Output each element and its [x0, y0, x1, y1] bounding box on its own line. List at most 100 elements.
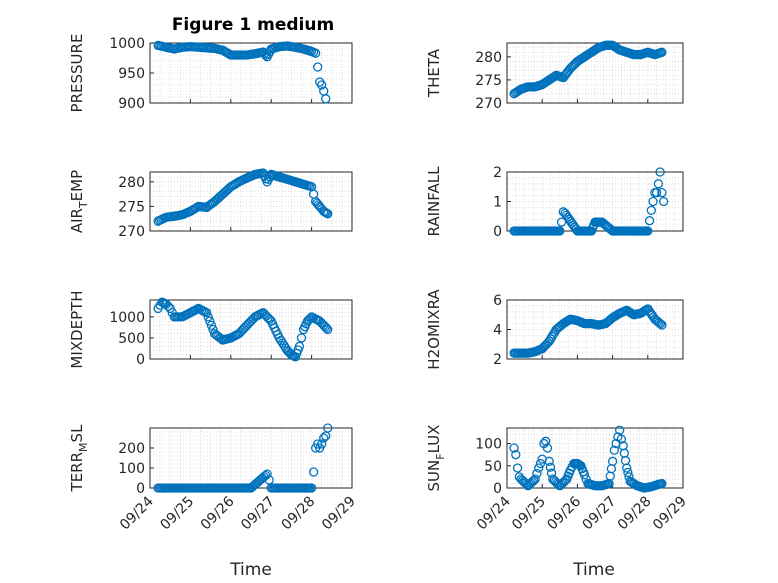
data-point: [274, 333, 284, 343]
data-point: [323, 324, 333, 335]
y-tick-label: 275: [118, 199, 145, 215]
data-point: [165, 303, 175, 314]
data-point: [579, 470, 590, 480]
panel-3: 270 275 280 AIRTEMP: [68, 168, 353, 240]
y-tick-label: 900: [118, 96, 145, 112]
data-point: [623, 467, 633, 478]
y-label-main: MIXDEPTH: [68, 290, 86, 368]
y-label-tail: SL: [68, 424, 86, 443]
data-point: [607, 456, 618, 466]
x-tick-label: 09/27: [238, 494, 278, 534]
data-point: [321, 94, 331, 104]
data-point: [512, 463, 523, 473]
data-point: [643, 226, 653, 236]
y-axis-label: AIRTEMP: [68, 170, 90, 233]
x-tick-label: 09/29: [650, 494, 690, 534]
data-point: [544, 456, 554, 466]
data-point: [264, 314, 275, 325]
data-point: [294, 341, 305, 352]
x-tick-label: 09/28: [615, 494, 655, 534]
y-tick-label: 950: [118, 66, 145, 82]
y-tick-label: 50: [484, 459, 502, 475]
x-tick-label: 09/24: [474, 493, 514, 533]
data-point: [321, 323, 332, 333]
data-point: [277, 338, 288, 348]
y-tick-label: 0: [136, 352, 145, 368]
x-tick-label: 09/25: [509, 494, 549, 534]
y-tick-label: 275: [475, 73, 502, 89]
data-point: [614, 425, 625, 435]
data-point: [317, 80, 327, 90]
y-tick-label: 270: [475, 96, 502, 112]
data-point: [620, 455, 631, 466]
data-point: [657, 478, 667, 489]
data-point: [203, 312, 213, 322]
data-point: [323, 423, 333, 433]
y-axis-label: H2OMIXRA: [425, 289, 443, 370]
y-tick-label: 280: [118, 175, 145, 191]
y-tick-label: 0: [136, 481, 145, 497]
panel-1: 900 950 1000 PRESSURE: [68, 34, 353, 113]
data-point: [655, 319, 666, 329]
x-tick-label: 09/24: [117, 493, 157, 533]
x-axis-label-right: Time: [572, 560, 615, 580]
x-tick-label: 09/25: [157, 494, 197, 534]
data-point: [622, 463, 632, 473]
y-tick-label: 2: [493, 352, 502, 368]
data-point: [653, 179, 664, 189]
data-point: [619, 448, 629, 458]
data-point: [581, 474, 591, 484]
data-point: [651, 187, 662, 198]
data-point: [321, 431, 331, 441]
data-point: [616, 434, 627, 444]
x-tick-label: 09/29: [319, 494, 359, 534]
y-tick-label: 100: [475, 437, 502, 453]
y-axis-label: SUNFLUX: [425, 425, 447, 492]
axes-frame: [149, 299, 353, 360]
data-point: [655, 167, 665, 177]
data-point: [535, 458, 546, 469]
y-label-main: RAINFALL: [425, 166, 443, 237]
data-point: [644, 216, 655, 226]
y-tick-label: 0: [493, 224, 502, 240]
y-label-main: THETA: [425, 48, 443, 98]
data-point: [556, 217, 567, 227]
panel-7: 0 100 200 09/24 09/25 09/26 09/27 09/28 09/29 TER…: [68, 423, 359, 534]
axes-frame: [506, 42, 684, 104]
y-label-tail: LUX: [425, 425, 443, 454]
y-label-main: PRESSURE: [68, 34, 86, 113]
y-axis-label: PRESSURE: [68, 34, 86, 113]
x-axis-label-left: Time: [229, 560, 272, 580]
data-point: [530, 474, 540, 484]
data-point: [648, 196, 658, 207]
y-label-main: SUN: [425, 460, 443, 492]
data-point: [553, 479, 564, 490]
data-point: [545, 334, 556, 344]
y-label-subscript: M: [77, 442, 90, 452]
data-point: [658, 196, 669, 207]
data-point: [646, 205, 656, 216]
x-tick-label: 09/26: [198, 493, 238, 533]
data-point: [657, 187, 667, 198]
data-point: [206, 320, 217, 330]
data-point: [605, 471, 615, 481]
y-tick-label: 1000: [109, 36, 145, 52]
data-point: [313, 62, 323, 72]
panel-5: 0 500 1000 MIXDEPTH: [68, 290, 353, 369]
data-point: [657, 47, 667, 57]
y-tick-label: 280: [475, 50, 502, 66]
data-point: [205, 316, 215, 326]
x-tick-label: 09/28: [279, 494, 319, 534]
y-axis-label: RAINFALL: [425, 166, 443, 237]
y-label-main: TERR: [68, 452, 86, 493]
y-tick-label: 270: [118, 224, 145, 240]
data-point: [319, 433, 329, 443]
data-point: [511, 450, 521, 460]
y-tick-label: 500: [118, 331, 145, 347]
panel-6: 2 4 6 H2OMIXRA: [425, 289, 684, 370]
panel-2: 270 275 280 THETA: [425, 40, 684, 112]
data-point: [279, 340, 289, 351]
y-label-main: AIR: [68, 208, 86, 233]
y-tick-label: 100: [118, 461, 145, 477]
